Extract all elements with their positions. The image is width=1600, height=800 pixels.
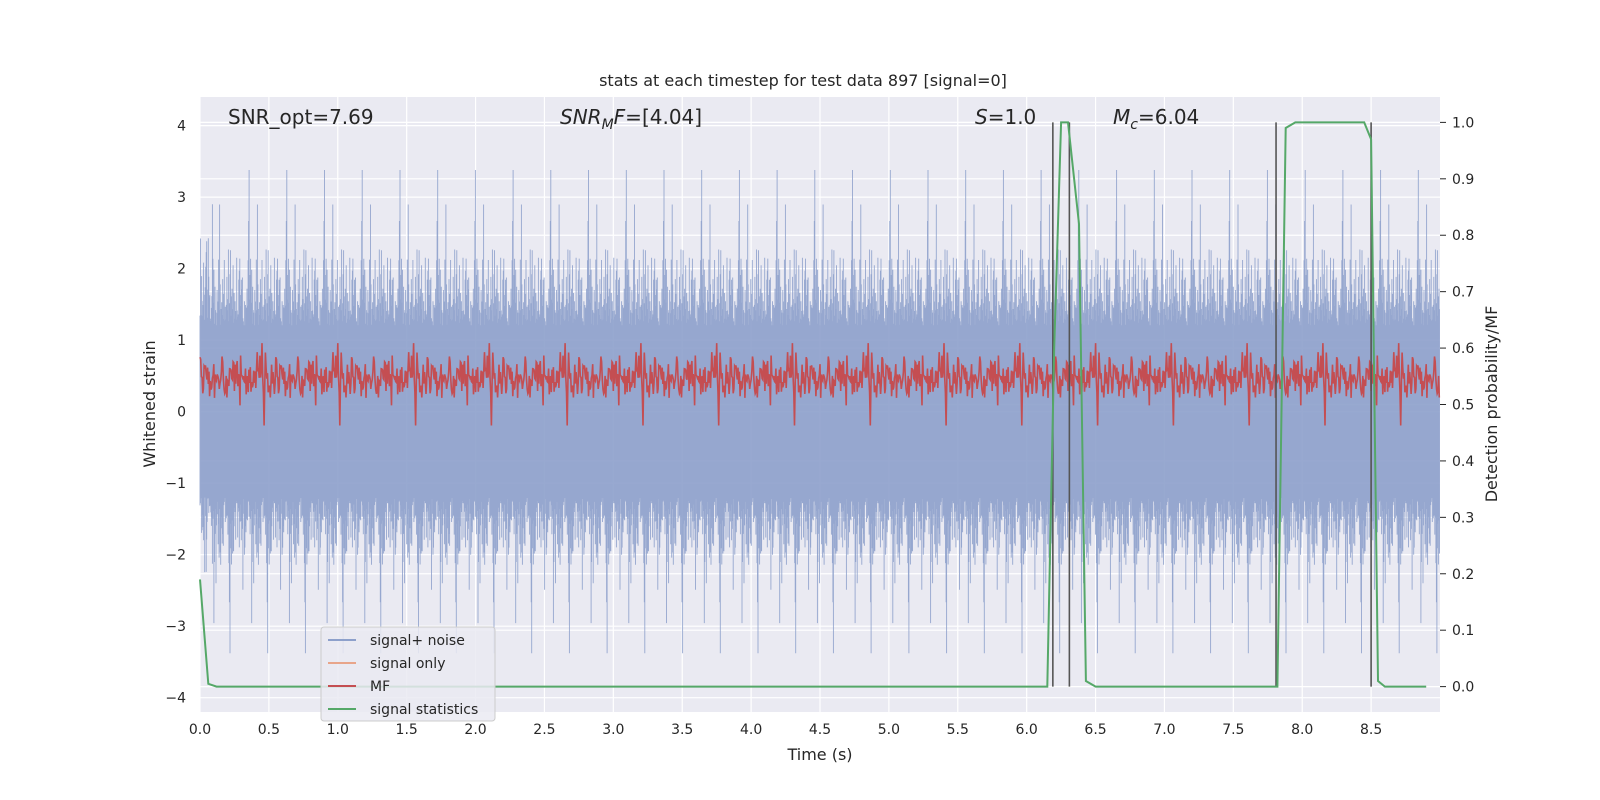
x-tick-label: 6.5 [1084,722,1106,738]
y2-tick-label: 0.6 [1452,341,1474,357]
x-axis-label: Time (s) [786,745,852,764]
y-tick-label: 4 [177,119,186,135]
x-tick-label: 7.0 [1153,722,1175,738]
y-tick-label: 0 [177,405,186,421]
series-line-mf [199,343,1441,426]
y-tick-label: −1 [165,476,186,492]
x-tick-label: 5.0 [878,722,900,738]
y2-tick-label: 0.0 [1452,680,1474,696]
x-tick-label: 1.5 [396,722,418,738]
x-tick-label: 7.5 [1222,722,1244,738]
y-tick-label: 1 [177,333,186,349]
x-tick-label: 8.0 [1291,722,1313,738]
annotation-snr-opt: SNR_opt=7.69 [228,105,374,129]
legend: signal+ noise signal only MF signal stat… [320,626,496,722]
x-tick-label: 4.0 [740,722,762,738]
legend-label-signal-statistics: signal statistics [370,702,478,718]
x-tick-label: 0.5 [258,722,280,738]
ticks: 0.0 0.5 1.0 1.5 2.0 2.5 3.0 3.5 4.0 4.5 5.0 5.5 6.0 6… [165,115,1474,738]
chart-title: stats at each timestep for test data 897… [599,71,1007,90]
x-tick-label: 6.0 [1016,722,1038,738]
x-tick-label: 0.0 [189,722,211,738]
y-axis-label: Whitened strain [140,340,159,467]
series-mf [199,343,1441,426]
x-tick-label: 2.0 [464,722,486,738]
y-tick-label: 3 [177,190,186,206]
annotation-mc-value: 6.04 [1155,105,1200,129]
y2-tick-label: 0.4 [1452,454,1474,470]
series-line-signal-noise [199,170,1440,654]
y2-tick-label: 0.7 [1452,285,1474,301]
y2-axis-label: Detection probability/MF [1482,306,1501,503]
x-tick-label: 8.5 [1360,722,1382,738]
annotation-snr-mf: SNRMF=[4.04] [560,105,702,133]
y2-tick-label: 0.8 [1452,228,1474,244]
y2-tick-label: 0.3 [1452,510,1474,526]
y2-tick-label: 0.1 [1452,623,1474,639]
annotation-s: S=1.0 [975,105,1036,129]
legend-label-signal-only: signal only [370,656,445,672]
x-tick-label: 1.0 [327,722,349,738]
y-tick-label: 2 [177,262,186,278]
x-tick-label: 3.5 [671,722,693,738]
annotation-s-value: 1.0 [1004,105,1036,129]
y2-tick-label: 1.0 [1452,115,1474,131]
y2-tick-label: 0.9 [1452,172,1474,188]
legend-box [320,626,496,722]
x-tick-label: 4.5 [809,722,831,738]
legend-label-mf: MF [370,679,390,695]
x-tick-label: 5.5 [947,722,969,738]
annotation-snr-mf-value: [4.04] [642,105,702,129]
x-tick-label: 2.5 [533,722,555,738]
annotation-mc: Mc=6.04 [1113,105,1199,133]
series-signal-noise [199,170,1440,654]
legend-label-signal-noise: signal+ noise [370,633,465,649]
y-tick-label: −4 [165,691,186,707]
y2-tick-label: 0.5 [1452,398,1474,414]
y-tick-label: −3 [165,619,186,635]
y2-tick-label: 0.2 [1452,567,1474,583]
x-tick-label: 3.0 [602,722,624,738]
y-tick-label: −2 [165,548,186,564]
